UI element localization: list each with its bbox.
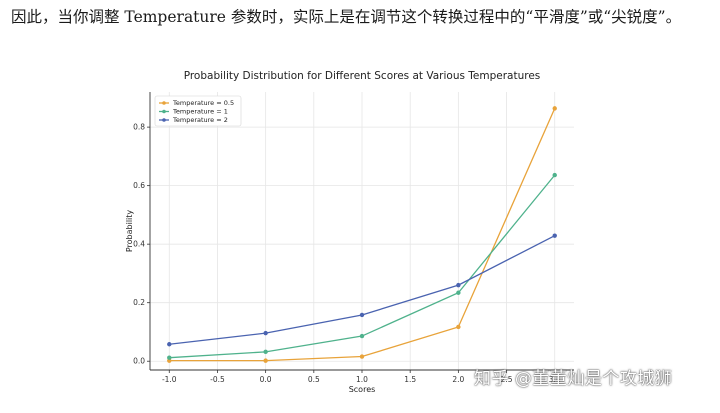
legend-label: Temperature = 2 xyxy=(172,116,228,124)
x-axis-label: Scores xyxy=(349,385,376,394)
axes xyxy=(147,92,574,373)
data-point xyxy=(552,106,557,111)
legend-item: Temperature = 0.5 xyxy=(159,99,234,107)
chart-title: Probability Distribution for Different S… xyxy=(184,70,541,82)
y-tick-label: 0.0 xyxy=(133,357,145,366)
data-point xyxy=(552,172,557,178)
data-point xyxy=(359,354,365,359)
legend-label: Temperature = 0.5 xyxy=(172,99,234,107)
chart: Probability Distribution for Different S… xyxy=(0,60,720,408)
series-lines xyxy=(167,106,557,363)
legend-label: Temperature = 1 xyxy=(172,108,228,116)
x-tick-label: 3.0 xyxy=(549,375,561,384)
legend-item: Temperature = 1 xyxy=(159,108,228,116)
data-point xyxy=(456,290,461,295)
body-paragraph: 因此，当你调整 Temperature 参数时，实际上是在调节这个转换过程中的“… xyxy=(11,8,682,26)
data-point xyxy=(552,233,557,238)
watermark: 知乎 @董董灿是个攻城狮 xyxy=(474,369,673,389)
x-tick-label: -1.0 xyxy=(162,375,177,384)
legend-marker xyxy=(162,118,166,122)
x-tick-label: 0.0 xyxy=(260,375,272,384)
data-point xyxy=(359,312,365,318)
legend-box xyxy=(154,95,242,127)
x-tick-label: -0.5 xyxy=(210,375,225,384)
legend-item: Temperature = 2 xyxy=(159,116,228,124)
y-tick-label: 0.2 xyxy=(133,298,145,307)
data-point xyxy=(167,342,172,347)
tick-labels: -1.0 -0.5 0.0 0.5 1.0 1.5 2.0 2.5 3.0 0.0 0.2 0.4 0.… xyxy=(133,123,561,384)
y-axis-label: Probability xyxy=(125,210,134,253)
data-point xyxy=(456,324,461,330)
y-tick-label: 0.8 xyxy=(133,123,145,132)
data-point xyxy=(359,333,365,339)
x-tick-label: 1.5 xyxy=(404,375,416,384)
data-point xyxy=(263,349,268,355)
x-tick-label: 2.0 xyxy=(452,375,464,384)
data-point xyxy=(167,355,172,360)
series-2 xyxy=(167,172,557,360)
grid xyxy=(150,92,574,370)
y-tick-label: 0.6 xyxy=(133,181,145,190)
legend-marker xyxy=(162,101,166,105)
data-point xyxy=(263,330,268,336)
chart-svg: Probability Distribution for Different S… xyxy=(125,70,574,394)
legend-marker xyxy=(162,109,166,114)
x-tick-label: 2.5 xyxy=(501,375,513,384)
y-tick-label: 0.4 xyxy=(133,240,145,249)
data-point xyxy=(456,282,461,288)
x-tick-label: 1.0 xyxy=(356,375,368,384)
data-point xyxy=(263,358,268,363)
series-3 xyxy=(167,233,557,347)
x-tick-label: 0.5 xyxy=(308,375,320,384)
